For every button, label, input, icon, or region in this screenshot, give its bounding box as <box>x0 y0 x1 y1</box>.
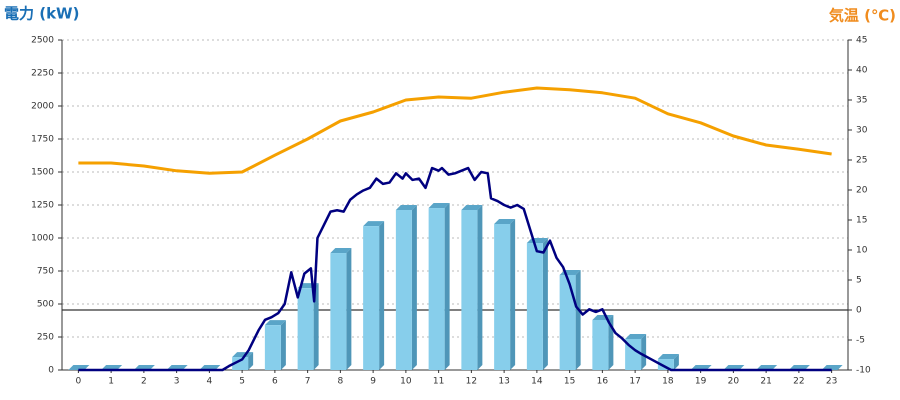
y-tick-label: 1250 <box>31 201 54 211</box>
bar-side <box>477 205 483 370</box>
bar <box>232 357 249 370</box>
x-tick-label: 20 <box>728 377 740 387</box>
y-tick-label: 0 <box>48 366 54 376</box>
bar <box>461 210 478 370</box>
y-tick-label: 2250 <box>31 69 54 79</box>
x-tick-label: 0 <box>76 377 82 387</box>
y2-tick-label: 35 <box>856 96 867 106</box>
y-axis-title: 電力 (kW) <box>4 5 79 23</box>
bar-side <box>542 238 548 370</box>
y-tick-label: 2500 <box>31 36 54 46</box>
bar <box>264 325 281 370</box>
y-tick-label: 750 <box>37 267 54 277</box>
y2-tick-label: 0 <box>856 306 862 316</box>
bar-top <box>461 205 483 211</box>
bar <box>494 224 511 370</box>
y-tick-label: 1500 <box>31 168 54 178</box>
bar-side <box>641 333 647 370</box>
x-tick-label: 15 <box>564 377 575 387</box>
x-tick-label: 8 <box>338 377 344 387</box>
x-tick-label: 13 <box>498 377 509 387</box>
bar <box>428 208 445 370</box>
bar-top <box>494 219 516 225</box>
y2-tick-label: 5 <box>856 276 862 286</box>
y-tick-label: 2000 <box>31 102 54 112</box>
bar-side <box>444 203 450 370</box>
bar-top <box>657 354 679 360</box>
y2-tick-label: 15 <box>856 216 867 226</box>
x-tick-label: 6 <box>272 377 278 387</box>
y2-tick-label: 40 <box>856 66 868 76</box>
x-tick-label: 5 <box>239 377 245 387</box>
x-tick-label: 1 <box>108 377 114 387</box>
x-tick-label: 17 <box>629 377 640 387</box>
y2-tick-label: 25 <box>856 156 867 166</box>
x-tick-label: 4 <box>207 377 213 387</box>
y2-tick-label: -5 <box>856 336 865 346</box>
bar-side <box>346 248 352 370</box>
x-tick-label: 11 <box>433 377 444 387</box>
bar <box>526 243 543 370</box>
bar <box>395 210 412 370</box>
power-line <box>78 166 832 372</box>
x-tick-label: 12 <box>466 377 477 387</box>
y2-tick-label: 45 <box>856 36 867 46</box>
bar-side <box>280 320 286 370</box>
bar <box>657 359 674 370</box>
x-tick-label: 3 <box>174 377 180 387</box>
x-tick-label: 14 <box>531 377 543 387</box>
x-tick-label: 16 <box>597 377 609 387</box>
bar-top <box>264 320 286 326</box>
bar-side <box>313 283 319 370</box>
bar <box>592 319 609 370</box>
bar <box>297 288 314 370</box>
bar <box>330 253 347 370</box>
x-tick-label: 22 <box>793 377 804 387</box>
y2-tick-label: 10 <box>856 246 868 256</box>
bar-top <box>395 205 417 211</box>
bar-side <box>575 269 581 370</box>
bar-side <box>673 354 679 370</box>
bar-top <box>330 248 352 254</box>
y2-axis-title: 気温 (℃) <box>829 7 896 25</box>
x-tick-label: 18 <box>662 377 674 387</box>
x-tick-label: 2 <box>141 377 147 387</box>
y-tick-label: 1000 <box>31 234 54 244</box>
bar-top <box>625 333 647 339</box>
y-tick-label: 500 <box>37 300 54 310</box>
bar-side <box>379 221 385 370</box>
x-tick-label: 19 <box>695 377 707 387</box>
bar <box>363 226 380 370</box>
bar-side <box>510 219 516 370</box>
bar <box>559 274 576 370</box>
y2-tick-label: 20 <box>856 186 868 196</box>
y-tick-label: 250 <box>37 333 54 343</box>
bar-side <box>411 205 417 370</box>
bar-top <box>363 221 385 227</box>
x-tick-label: 21 <box>760 377 771 387</box>
x-tick-label: 9 <box>370 377 376 387</box>
y2-tick-label: 30 <box>856 126 868 136</box>
y2-tick-label: -10 <box>856 366 871 376</box>
x-tick-label: 7 <box>305 377 311 387</box>
temperature-line <box>78 86 832 175</box>
y-tick-label: 1750 <box>31 135 54 145</box>
bar-top <box>428 203 450 209</box>
x-tick-label: 10 <box>400 377 412 387</box>
x-tick-label: 23 <box>826 377 837 387</box>
bar-side <box>248 352 254 370</box>
